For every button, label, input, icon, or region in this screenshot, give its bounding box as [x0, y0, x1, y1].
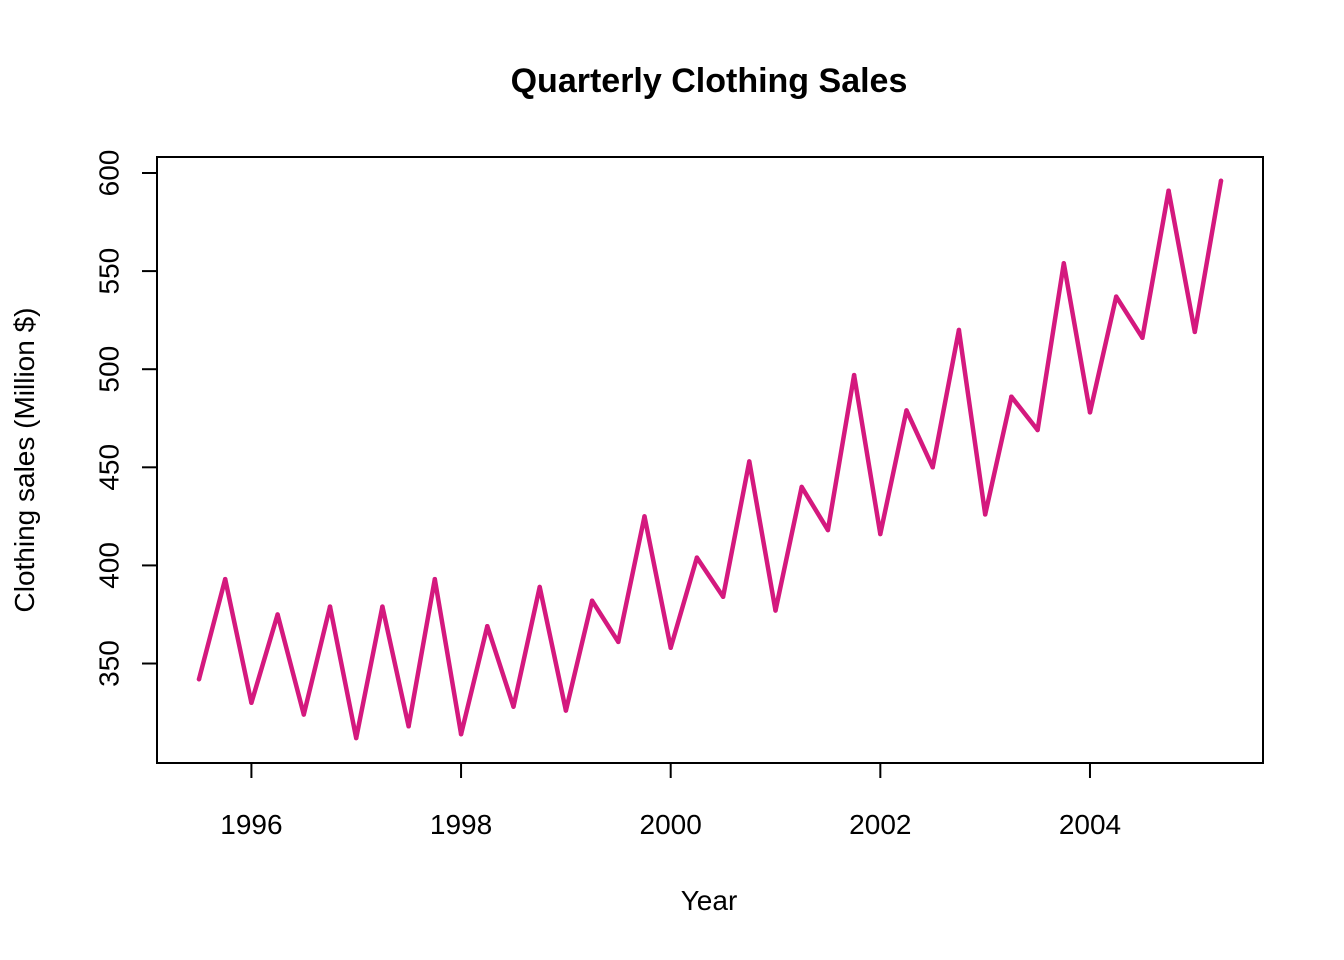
- data-point: [799, 484, 804, 490]
- plot-frame: [156, 156, 1264, 764]
- data-point: [301, 712, 307, 717]
- data-point: [275, 612, 280, 617]
- data-point: [668, 645, 673, 651]
- data-point: [485, 624, 490, 629]
- y-tick-label: 400: [93, 542, 124, 589]
- data-point: [616, 639, 621, 645]
- y-tick-label: 450: [93, 444, 124, 491]
- data-point: [1035, 427, 1040, 433]
- y-axis-label: Clothing sales (Million $): [9, 307, 40, 612]
- x-tick-label: 1996: [220, 809, 282, 840]
- data-point: [1140, 335, 1145, 341]
- chart-title: Quarterly Clothing Sales: [511, 62, 908, 100]
- data-point: [1192, 329, 1197, 335]
- y-axis: 350 400 450 500 550 600: [93, 150, 157, 687]
- data-point: [406, 724, 411, 729]
- y-tick-label: 550: [93, 248, 124, 295]
- data-point: [825, 527, 831, 533]
- data-point: [1166, 188, 1171, 193]
- data-point: [537, 584, 542, 590]
- data-point: [511, 704, 516, 709]
- x-tick-label: 1998: [430, 809, 492, 840]
- x-tick-label: 2004: [1059, 809, 1121, 840]
- data-point: [642, 514, 647, 519]
- data-point: [1113, 294, 1119, 299]
- data-point: [223, 576, 228, 582]
- data-point: [1218, 178, 1224, 184]
- x-axis-label: Year: [681, 885, 738, 916]
- data-point: [354, 735, 359, 741]
- x-axis: 1996 1998 2000 2002 2004: [220, 763, 1121, 840]
- data-point: [747, 459, 752, 464]
- data-point: [694, 555, 700, 560]
- data-point: [720, 594, 726, 600]
- data-point: [930, 465, 935, 470]
- x-tick-label: 2000: [640, 809, 702, 840]
- y-tick-label: 600: [93, 150, 124, 197]
- series-group: [196, 178, 1224, 741]
- data-point: [380, 604, 385, 609]
- data-point: [956, 327, 962, 333]
- data-point: [327, 604, 333, 609]
- y-tick-label: 500: [93, 346, 124, 393]
- data-point: [1087, 410, 1093, 415]
- data-point: [851, 372, 857, 378]
- data-point: [1009, 394, 1014, 399]
- x-tick-label: 2002: [849, 809, 911, 840]
- y-tick-label: 350: [93, 640, 124, 687]
- data-point: [904, 408, 909, 413]
- data-point: [249, 700, 254, 705]
- data-point: [1061, 261, 1066, 266]
- series-line: [196, 178, 1224, 741]
- data-point: [432, 576, 438, 582]
- data-point: [878, 531, 883, 537]
- data-point: [196, 677, 202, 682]
- data-point: [458, 731, 464, 737]
- data-point: [982, 512, 988, 517]
- data-point: [563, 708, 569, 713]
- data-point: [773, 608, 778, 613]
- data-point: [589, 598, 595, 603]
